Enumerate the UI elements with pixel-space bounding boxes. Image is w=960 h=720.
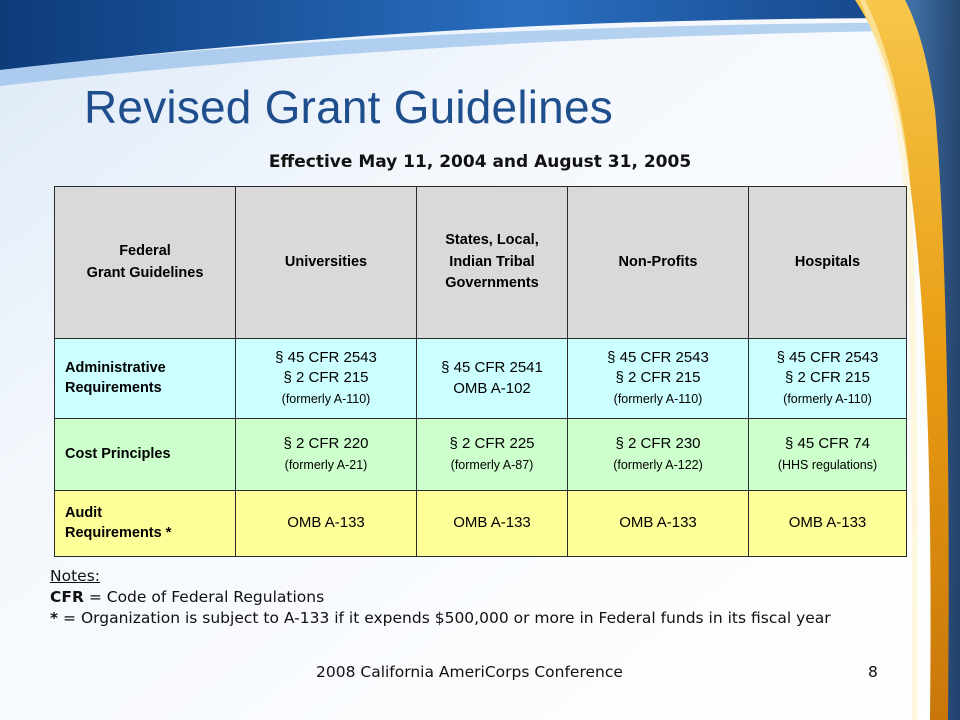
row-label-line: Requirements * bbox=[65, 524, 172, 541]
page-number: 8 bbox=[868, 663, 878, 681]
cell-line: § 2 CFR 225 bbox=[449, 435, 535, 453]
slide-subtitle: Effective May 11, 2004 and August 31, 20… bbox=[268, 152, 692, 172]
cell-admin-states: § 45 CFR 2541 OMB A-102 bbox=[416, 338, 568, 419]
note-cfr: CFR = Code of Federal Regulations bbox=[50, 587, 910, 608]
cell-note: (formerly A-122) bbox=[613, 457, 703, 472]
header-states-local: States, Local, Indian Tribal Governments bbox=[416, 186, 568, 339]
cell-note: (formerly A-21) bbox=[284, 457, 368, 472]
table-row-admin: Administrative Requirements § 45 CFR 254… bbox=[54, 338, 907, 419]
cell-admin-universities: § 45 CFR 2543 § 2 CFR 215 (formerly A-11… bbox=[235, 338, 417, 419]
header-line: Governments bbox=[445, 275, 539, 292]
cell-line: § 2 CFR 215 bbox=[283, 369, 369, 387]
cell-note: (formerly A-110) bbox=[783, 391, 872, 406]
cell-line: § 45 CFR 2543 bbox=[776, 349, 879, 367]
row-label-line: Administrative bbox=[65, 359, 166, 376]
row-label-cost: Cost Principles bbox=[54, 418, 236, 491]
cell-cost-states: § 2 CFR 225 (formerly A-87) bbox=[416, 418, 568, 491]
note-definition: = Organization is subject to A-133 if it… bbox=[58, 609, 831, 627]
cell-admin-nonprofits: § 45 CFR 2543 § 2 CFR 215 (formerly A-11… bbox=[567, 338, 749, 419]
slide-footer: 2008 California AmeriCorps Conference bbox=[316, 663, 623, 681]
cell-line: § 2 CFR 230 bbox=[615, 435, 701, 453]
cell-line: § 45 CFR 74 bbox=[784, 435, 871, 453]
cell-note: (HHS regulations) bbox=[777, 457, 878, 472]
cell-line: § 45 CFR 2543 bbox=[607, 349, 709, 367]
cell-note: (formerly A-110) bbox=[281, 391, 371, 406]
cell-line: § 2 CFR 215 bbox=[615, 369, 701, 387]
header-universities: Universities bbox=[235, 186, 417, 339]
table-row-audit: Audit Requirements * OMB A-133 OMB A-133… bbox=[54, 490, 907, 557]
cell-note: (formerly A-110) bbox=[613, 391, 703, 406]
cell-line: § 2 CFR 220 bbox=[283, 435, 369, 453]
cell-admin-hospitals: § 45 CFR 2543 § 2 CFR 215 (formerly A-11… bbox=[748, 338, 907, 419]
slide-title: Revised Grant Guidelines bbox=[84, 81, 613, 133]
header-non-profits: Non-Profits bbox=[567, 186, 749, 339]
cell-cost-universities: § 2 CFR 220 (formerly A-21) bbox=[235, 418, 417, 491]
row-label-admin: Administrative Requirements bbox=[54, 338, 236, 419]
header-line: Grant Guidelines bbox=[86, 264, 204, 281]
header-hospitals: Hospitals bbox=[748, 186, 907, 339]
header-line: Federal bbox=[119, 242, 171, 259]
cell-cost-hospitals: § 45 CFR 74 (HHS regulations) bbox=[748, 418, 907, 491]
cell-audit-hospitals: OMB A-133 bbox=[748, 490, 907, 557]
table-row-cost: Cost Principles § 2 CFR 220 (formerly A-… bbox=[54, 418, 907, 491]
note-a133: * = Organization is subject to A-133 if … bbox=[50, 608, 910, 629]
cell-line: § 45 CFR 2541 bbox=[441, 359, 543, 377]
note-term: CFR bbox=[50, 588, 84, 606]
cell-note: (formerly A-87) bbox=[450, 457, 534, 472]
cell-cost-nonprofits: § 2 CFR 230 (formerly A-122) bbox=[567, 418, 749, 491]
header-line: Indian Tribal bbox=[449, 253, 535, 270]
grant-guidelines-table: Federal Grant Guidelines Universities St… bbox=[54, 186, 907, 557]
notes-title: Notes: bbox=[50, 567, 100, 585]
header-line: States, Local, bbox=[445, 231, 539, 248]
notes-block: Notes: CFR = Code of Federal Regulations… bbox=[50, 566, 910, 629]
row-label-audit: Audit Requirements * bbox=[54, 490, 236, 557]
note-definition: = Code of Federal Regulations bbox=[83, 588, 325, 606]
table-header-row: Federal Grant Guidelines Universities St… bbox=[54, 186, 907, 339]
cell-line: OMB A-102 bbox=[453, 379, 531, 397]
note-term: * bbox=[50, 609, 59, 627]
cell-line: § 45 CFR 2543 bbox=[275, 349, 377, 367]
cell-line: § 2 CFR 215 bbox=[784, 369, 871, 387]
header-federal-grant-guidelines: Federal Grant Guidelines bbox=[54, 186, 236, 339]
cell-audit-universities: OMB A-133 bbox=[235, 490, 417, 557]
row-label-line: Requirements bbox=[65, 379, 162, 396]
cell-audit-nonprofits: OMB A-133 bbox=[567, 490, 749, 557]
row-label-line: Audit bbox=[65, 504, 103, 521]
cell-audit-states: OMB A-133 bbox=[416, 490, 568, 557]
